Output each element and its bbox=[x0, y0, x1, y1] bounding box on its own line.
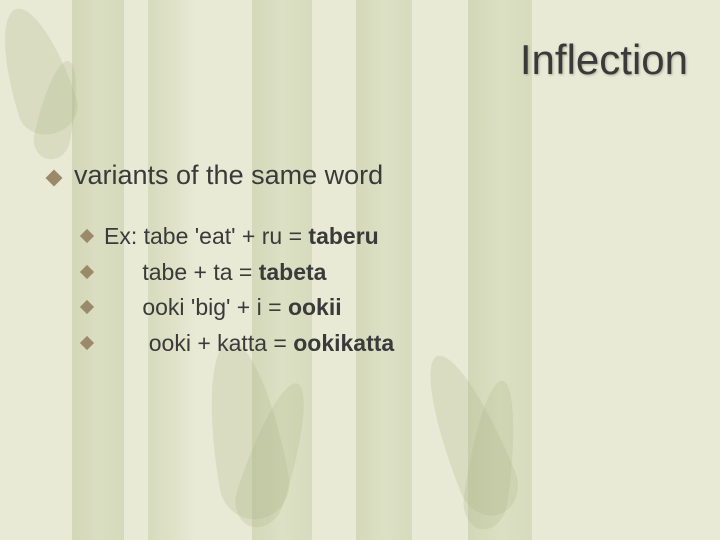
bullet-sub-text: ooki + katta = ookikatta bbox=[104, 326, 394, 362]
diamond-bullet-icon bbox=[80, 265, 94, 279]
bullet-main-text: variants of the same word bbox=[74, 160, 383, 191]
bullet-main: variants of the same word bbox=[48, 160, 672, 191]
bullet-sub-text: Ex: tabe 'eat' + ru = taberu bbox=[104, 219, 379, 255]
bullet-sub: tabe + ta = tabeta bbox=[82, 255, 672, 291]
diamond-bullet-icon bbox=[46, 170, 63, 187]
bullet-sub-text: ooki 'big' + i = ookii bbox=[104, 290, 342, 326]
bullet-sub-text: tabe + ta = tabeta bbox=[104, 255, 326, 291]
diamond-bullet-icon bbox=[80, 300, 94, 314]
diamond-bullet-icon bbox=[80, 336, 94, 350]
diamond-bullet-icon bbox=[80, 229, 94, 243]
slide-title: Inflection bbox=[520, 36, 688, 84]
bullet-sub: Ex: tabe 'eat' + ru = taberu bbox=[82, 219, 672, 255]
bullet-sub: ooki + katta = ookikatta bbox=[82, 326, 672, 362]
slide: Inflection variants of the same word Ex:… bbox=[0, 0, 720, 540]
bullet-sub: ooki 'big' + i = ookii bbox=[82, 290, 672, 326]
slide-body: variants of the same word Ex: tabe 'eat'… bbox=[48, 160, 672, 362]
